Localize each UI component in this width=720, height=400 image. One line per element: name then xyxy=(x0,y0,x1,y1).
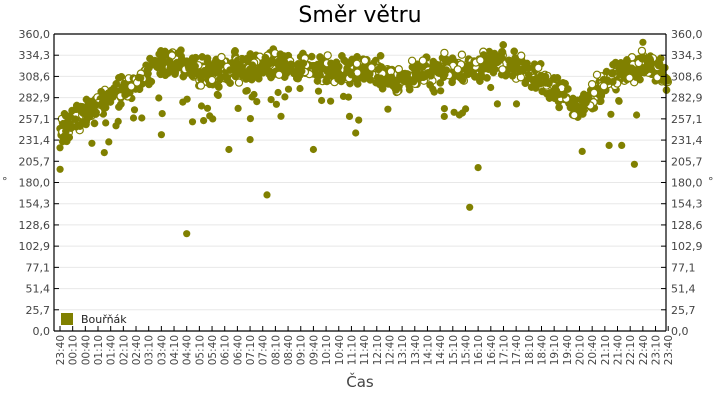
x-tick-label: 20:40 xyxy=(587,335,599,365)
x-tick-label: 19:10 xyxy=(549,335,561,365)
y-axis-title-left: ° xyxy=(2,175,8,188)
x-tick-label: 06:10 xyxy=(220,335,232,365)
y-tick-label-left: 257,1 xyxy=(19,113,51,126)
y-tick-label-left: 154,3 xyxy=(19,198,51,211)
x-tick-label: 16:40 xyxy=(486,335,498,365)
y-tick-label-right: 77,1 xyxy=(671,261,696,274)
x-tick-label: 12:40 xyxy=(384,335,396,365)
x-tick-label: 16:10 xyxy=(473,335,485,365)
x-tick-label: 23:40 xyxy=(55,335,67,365)
x-tick-label: 03:40 xyxy=(156,335,168,365)
x-axis-title: Čas xyxy=(346,373,374,391)
x-tick-label: 11:40 xyxy=(359,335,371,365)
x-tick-label: 23:10 xyxy=(651,335,663,365)
x-tick-label: 10:40 xyxy=(334,335,346,365)
x-tick-label: 06:40 xyxy=(232,335,244,365)
x-tick-label: 21:10 xyxy=(600,335,612,365)
y-tick-label-right: 205,7 xyxy=(671,155,703,168)
x-tick-label: 14:10 xyxy=(422,335,434,365)
x-tick-label: 17:10 xyxy=(498,335,510,365)
y-axis-title-right: ° xyxy=(708,175,714,188)
x-tick-label: 15:10 xyxy=(448,335,460,365)
y-tick-label-left: 360,0 xyxy=(19,28,51,41)
y-tick-label-right: 0,0 xyxy=(671,325,689,338)
y-tick-label-right: 308,6 xyxy=(671,70,703,83)
y-tick-label-right: 154,3 xyxy=(671,198,703,211)
x-tick-label: 14:40 xyxy=(435,335,447,365)
x-tick-label: 22:10 xyxy=(625,335,637,365)
x-tick-label: 18:10 xyxy=(524,335,536,365)
x-tick-label: 13:40 xyxy=(410,335,422,365)
legend-swatch xyxy=(61,313,73,325)
y-tick-label-left: 77,1 xyxy=(26,261,51,274)
legend: Bouřňák xyxy=(61,313,127,326)
y-tick-label-left: 334,3 xyxy=(19,49,51,62)
x-tick-label: 09:10 xyxy=(296,335,308,365)
x-tick-label: 01:10 xyxy=(93,335,105,365)
y-tick-label-left: 231,4 xyxy=(19,134,51,147)
y-axis-left: 0,0 25,7 51,4 77,1 102,9 128,6 154,3 180,0 205,7… xyxy=(19,28,59,338)
x-tick-label: 03:10 xyxy=(144,335,156,365)
y-tick-label-left: 0,0 xyxy=(33,325,51,338)
y-tick-label-right: 282,9 xyxy=(671,92,703,105)
x-tick-label: 13:10 xyxy=(397,335,409,365)
data-points xyxy=(56,38,673,238)
x-tick-label: 00:40 xyxy=(80,335,92,365)
y-tick-label-right: 231,4 xyxy=(671,134,703,147)
x-tick-label: 00:10 xyxy=(68,335,80,365)
y-tick-label-right: 360,0 xyxy=(671,28,703,41)
x-tick-label: 04:10 xyxy=(169,335,181,365)
x-tick-label: 02:10 xyxy=(118,335,130,365)
x-tick-label: 08:40 xyxy=(283,335,295,365)
y-tick-label-left: 128,6 xyxy=(19,219,51,232)
y-tick-label-left: 308,6 xyxy=(19,70,51,83)
gridlines xyxy=(54,54,666,311)
y-tick-label-left: 282,9 xyxy=(19,92,51,105)
x-tick-label: 09:40 xyxy=(308,335,320,365)
x-tick-label: 05:10 xyxy=(194,335,206,365)
x-tick-label: 08:10 xyxy=(270,335,282,365)
x-tick-label: 02:40 xyxy=(131,335,143,365)
x-tick-label: 15:40 xyxy=(460,335,472,365)
y-tick-label-right: 180,0 xyxy=(671,177,703,190)
y-axis-right: 0,0 25,7 51,4 77,1 102,9 128,6 154,3 180,0 205,7… xyxy=(661,28,703,338)
x-axis: 23:40 00:10 00:40 01:10 01:40 02:10 02:40 03:10… xyxy=(55,326,675,365)
y-tick-label-right: 25,7 xyxy=(671,304,696,317)
y-tick-label-right: 51,4 xyxy=(671,283,696,296)
x-tick-label: 10:10 xyxy=(321,335,333,365)
x-tick-label: 17:40 xyxy=(511,335,523,365)
x-tick-label: 01:40 xyxy=(106,335,118,365)
legend-label: Bouřňák xyxy=(81,313,127,326)
x-tick-label: 19:40 xyxy=(562,335,574,365)
x-tick-label: 12:10 xyxy=(372,335,384,365)
y-tick-label-left: 25,7 xyxy=(26,304,51,317)
x-tick-label: 11:10 xyxy=(346,335,358,365)
x-tick-label: 07:40 xyxy=(258,335,270,365)
x-tick-label: 20:10 xyxy=(575,335,587,365)
x-tick-label: 22:40 xyxy=(638,335,650,365)
x-tick-label: 18:40 xyxy=(536,335,548,365)
chart-title: Směr větru xyxy=(298,3,422,28)
y-tick-label-right: 334,3 xyxy=(671,49,703,62)
y-tick-label-left: 102,9 xyxy=(19,240,51,253)
x-tick-label: 04:40 xyxy=(182,335,194,365)
x-tick-label: 05:40 xyxy=(207,335,219,365)
y-tick-label-left: 51,4 xyxy=(26,283,51,296)
y-tick-label-right: 257,1 xyxy=(671,113,703,126)
y-tick-label-right: 102,9 xyxy=(671,240,703,253)
y-tick-label-left: 180,0 xyxy=(19,177,51,190)
y-tick-label-left: 205,7 xyxy=(19,155,51,168)
x-tick-label: 23:40 xyxy=(663,335,675,365)
y-tick-label-right: 128,6 xyxy=(671,219,703,232)
x-tick-label: 07:10 xyxy=(245,335,257,365)
x-tick-label: 21:40 xyxy=(613,335,625,365)
